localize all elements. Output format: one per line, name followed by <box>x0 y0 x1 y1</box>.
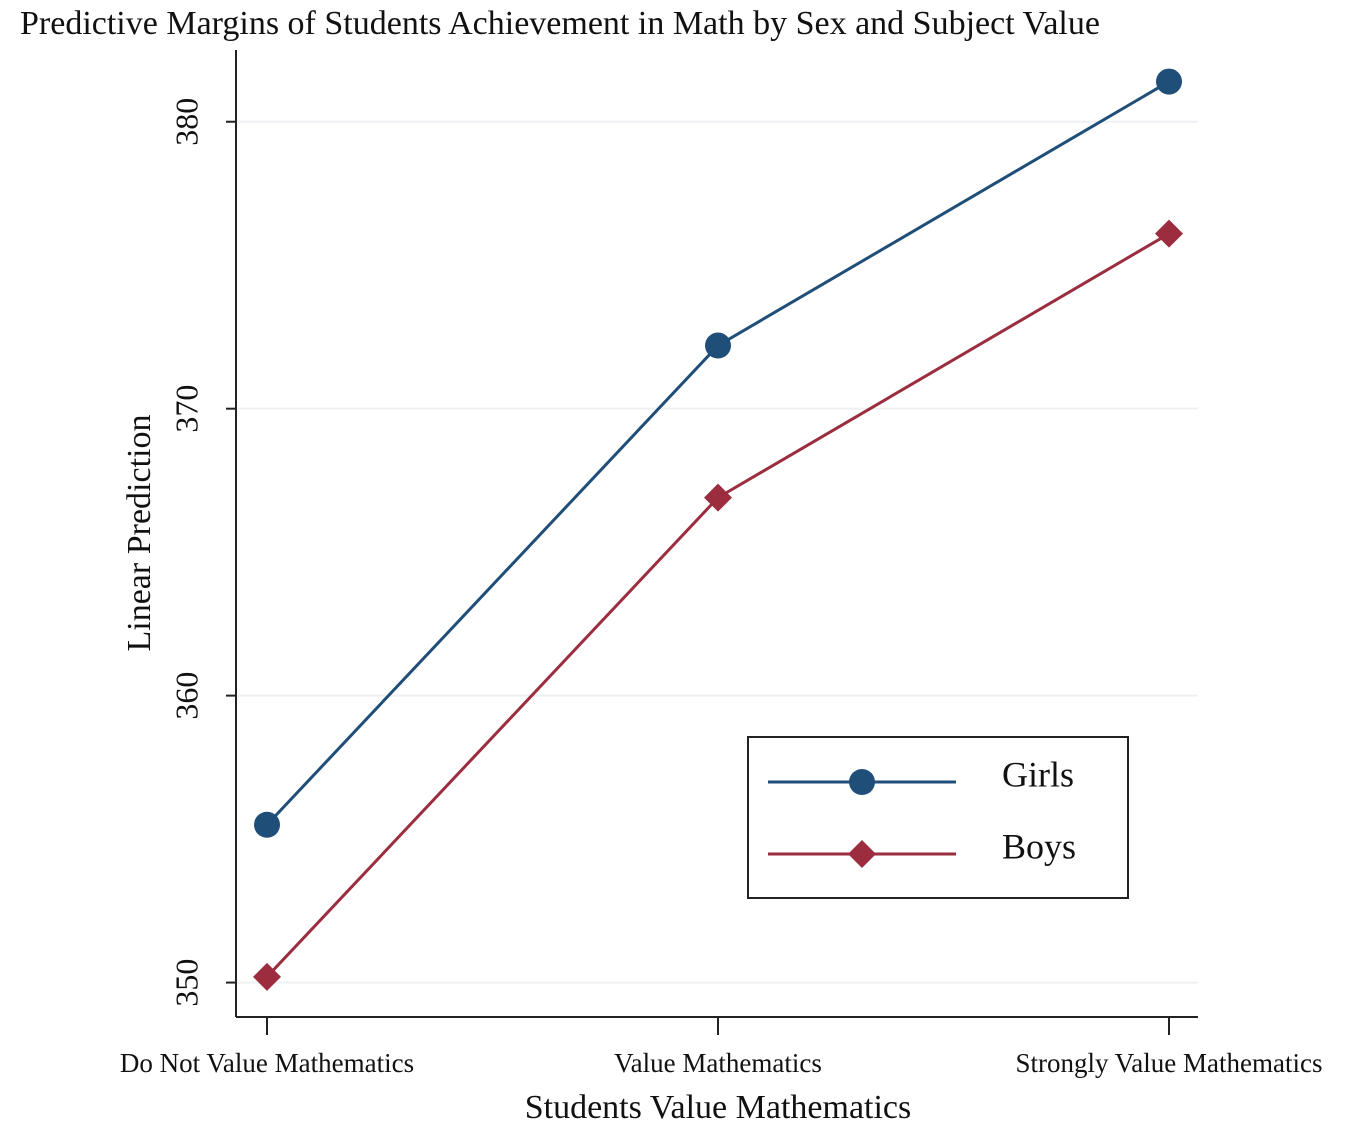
y-tick-label: 360 <box>168 672 204 720</box>
legend-label: Girls <box>1002 754 1074 794</box>
point <box>849 769 875 795</box>
x-axis-label: Students Value Mathematics <box>525 1089 912 1126</box>
point <box>704 483 732 512</box>
x-tick-label: Value Mathematics <box>614 1048 822 1078</box>
x-tick-label: Strongly Value Mathematics <box>1016 1048 1323 1078</box>
legend-box <box>747 736 1129 899</box>
point <box>253 962 281 991</box>
y-axis-label: Linear Prediction <box>121 415 158 652</box>
y-tick-label: 380 <box>168 98 204 146</box>
y-tick-label: 350 <box>168 959 204 1007</box>
point <box>705 332 731 359</box>
chart-title: Predictive Margins of Students Achieveme… <box>20 5 1100 42</box>
y-tick-label: 370 <box>168 385 204 433</box>
line <box>265 80 1170 826</box>
legend-label: Boys <box>1002 826 1076 866</box>
point <box>1155 219 1183 248</box>
point <box>848 840 876 868</box>
point <box>254 811 280 838</box>
point <box>1156 68 1182 95</box>
x-tick-label: Do Not Value Mathematics <box>120 1048 414 1078</box>
